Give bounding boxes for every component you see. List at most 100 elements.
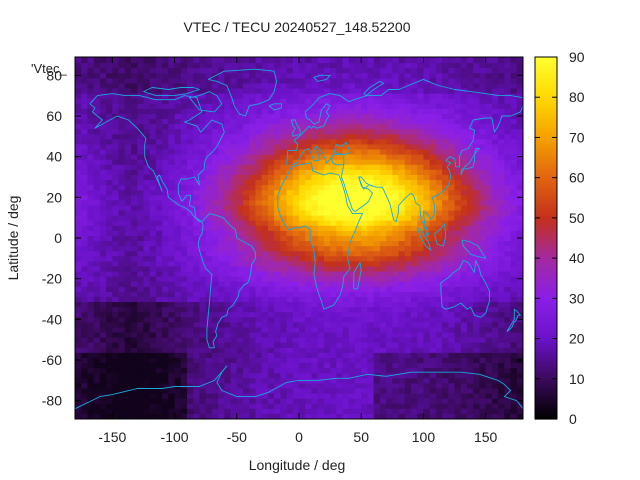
heatmap-cell <box>93 250 101 257</box>
heatmap-cell <box>124 398 132 404</box>
heatmap-cell <box>317 352 325 358</box>
heatmap-cell <box>299 387 306 394</box>
heatmap-cell <box>336 235 344 242</box>
heatmap-cell <box>286 220 294 226</box>
heatmap-cell <box>87 88 95 94</box>
heatmap-cell <box>423 316 431 323</box>
heatmap-cell <box>230 72 238 79</box>
heatmap-cell <box>323 357 331 364</box>
heatmap-cell <box>193 230 200 236</box>
heatmap-cell <box>199 265 207 272</box>
heatmap-cell <box>448 123 456 130</box>
heatmap-cell <box>93 118 101 125</box>
heatmap-cell <box>348 296 356 303</box>
heatmap-cell <box>292 311 300 318</box>
heatmap-cell <box>137 352 144 358</box>
heatmap-cell <box>162 123 169 130</box>
heatmap-cell <box>386 403 393 409</box>
heatmap-cell <box>423 230 431 236</box>
heatmap-cell <box>193 220 200 226</box>
heatmap-cell <box>348 149 356 155</box>
heatmap-cell <box>510 362 518 369</box>
heatmap-cell <box>112 276 120 282</box>
heatmap-cell <box>367 210 375 216</box>
heatmap-cell <box>168 286 176 292</box>
heatmap-cell <box>367 367 375 374</box>
heatmap-cell <box>230 382 238 389</box>
heatmap-cell <box>124 245 132 252</box>
heatmap-cell <box>485 154 493 160</box>
heatmap-cell <box>180 174 188 181</box>
heatmap-cell <box>373 311 381 318</box>
heatmap-cell <box>305 98 312 104</box>
heatmap-cell <box>473 403 480 409</box>
heatmap-cell <box>261 362 269 369</box>
heatmap-cell <box>149 413 157 419</box>
heatmap-cell <box>510 326 518 333</box>
heatmap-cell <box>187 67 194 74</box>
heatmap-cell <box>155 311 163 318</box>
heatmap-cell <box>174 413 182 419</box>
heatmap-cell <box>442 398 449 404</box>
heatmap-cell <box>112 362 120 369</box>
heatmap-cell <box>355 367 362 374</box>
heatmap-cell <box>423 367 431 374</box>
heatmap-cell <box>311 250 319 257</box>
heatmap-cell <box>373 108 381 114</box>
heatmap-cell <box>112 118 120 125</box>
heatmap-cell <box>423 67 431 74</box>
heatmap-cell <box>348 225 356 231</box>
heatmap-cell <box>411 352 418 358</box>
heatmap-cell <box>280 215 288 221</box>
heatmap-cell <box>361 291 368 297</box>
heatmap-cell <box>112 413 120 419</box>
heatmap-cell <box>274 159 281 165</box>
heatmap-cell <box>373 77 381 84</box>
heatmap-cell <box>168 154 176 160</box>
heatmap-cell <box>106 179 113 186</box>
heatmap-cell <box>435 403 443 409</box>
heatmap-cell <box>211 174 219 181</box>
heatmap-cell <box>498 265 505 272</box>
heatmap-cell <box>330 352 337 358</box>
heatmap-cell <box>174 403 182 409</box>
heatmap-cell <box>286 250 294 257</box>
heatmap-cell <box>417 98 424 104</box>
heatmap-cell <box>398 103 406 109</box>
heatmap-cell <box>454 88 462 94</box>
heatmap-cell <box>180 403 188 409</box>
heatmap-cell <box>236 342 244 348</box>
heatmap-cell <box>460 326 468 333</box>
heatmap-cell <box>267 321 275 328</box>
heatmap-cell <box>454 220 462 226</box>
heatmap-cell <box>280 403 288 409</box>
heatmap-cell <box>498 77 505 84</box>
heatmap-cell <box>311 347 319 353</box>
heatmap-cell <box>467 184 474 191</box>
heatmap-cell <box>373 72 381 79</box>
heatmap-cell <box>255 118 263 125</box>
heatmap-cell <box>81 286 88 292</box>
heatmap-cell <box>355 321 362 328</box>
heatmap-cell <box>236 235 244 242</box>
heatmap-cell <box>143 123 151 130</box>
heatmap-cell <box>168 377 176 384</box>
heatmap-cell <box>112 77 120 84</box>
heatmap-cell <box>336 67 344 74</box>
heatmap-cell <box>224 169 232 175</box>
heatmap-cell <box>361 194 368 201</box>
heatmap-cell <box>193 82 200 89</box>
heatmap-cell <box>162 82 169 89</box>
heatmap-cell <box>230 230 238 236</box>
heatmap-cell <box>218 154 225 160</box>
heatmap-cell <box>392 316 400 323</box>
heatmap-cell <box>348 393 356 399</box>
heatmap-cell <box>299 67 306 74</box>
heatmap-cell <box>87 199 95 206</box>
heatmap-cell <box>187 403 194 409</box>
heatmap-cell <box>87 82 95 89</box>
heatmap-cell <box>504 342 512 348</box>
heatmap-cell <box>106 123 113 130</box>
heatmap-cell <box>392 286 400 292</box>
heatmap-cell <box>81 215 88 221</box>
